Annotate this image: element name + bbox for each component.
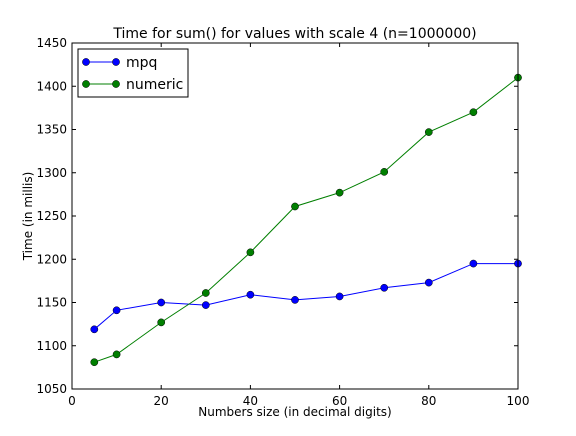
y-tick-label: 1050 <box>36 382 67 396</box>
series-line-mpq <box>93 263 518 330</box>
y-axis-label: Time (in millis) <box>21 172 35 262</box>
data-point-numeric <box>157 318 166 327</box>
data-point-mpq <box>335 292 344 301</box>
y-tick-label: 1200 <box>36 252 67 266</box>
y-tick-label: 1250 <box>36 209 67 223</box>
legend: mpq numeric <box>77 48 189 98</box>
data-point-mpq <box>90 325 99 334</box>
data-point-numeric <box>291 202 299 211</box>
data-point-mpq <box>112 306 121 315</box>
x-axis-label: Numbers size (in decimal digits) <box>198 405 391 419</box>
legend-label-mpq: mpq <box>126 55 157 71</box>
data-point-numeric <box>469 108 478 117</box>
legend-box <box>77 48 189 98</box>
legend-label-numeric: numeric <box>126 77 183 93</box>
chart-title: Time for sum() for values with scale 4 (… <box>112 26 476 42</box>
x-tick-label: 60 <box>332 394 347 408</box>
data-point-mpq <box>201 301 210 309</box>
x-tick-label: 0 <box>68 394 76 408</box>
y-tick-label: 1150 <box>36 296 67 310</box>
data-point-numeric <box>201 289 210 297</box>
data-point-numeric <box>335 188 344 197</box>
plot-area: 0 20 40 60 80 100 1050 1100 1150 1200 1250 1300 1350… <box>36 36 529 408</box>
legend-marker-numeric <box>112 80 120 88</box>
data-point-numeric <box>424 128 433 136</box>
legend-marker-numeric <box>82 80 90 88</box>
data-point-numeric <box>380 168 389 176</box>
legend-marker-mpq <box>112 58 120 66</box>
data-point-mpq <box>424 278 433 287</box>
series-line-numeric <box>94 77 519 363</box>
x-tick-label: 40 <box>243 394 258 408</box>
x-tick-label: 100 <box>507 394 530 408</box>
data-point-mpq <box>291 296 299 304</box>
x-tick-label: 20 <box>154 394 169 408</box>
data-point-mpq <box>157 298 166 307</box>
y-tick-label: 1450 <box>36 36 67 50</box>
y-tick-label: 1300 <box>36 166 67 180</box>
y-tick-label: 1100 <box>36 339 67 353</box>
data-point-mpq <box>469 259 478 268</box>
y-tick-label: 1400 <box>36 79 67 93</box>
data-point-mpq <box>380 283 389 292</box>
y-tick-label: 1350 <box>36 123 67 137</box>
data-point-numeric <box>246 248 255 257</box>
data-point-mpq <box>246 290 255 299</box>
data-point-numeric <box>112 350 121 359</box>
legend-marker-mpq <box>82 58 90 66</box>
data-point-numeric <box>90 358 99 367</box>
x-tick-label: 80 <box>421 394 436 408</box>
